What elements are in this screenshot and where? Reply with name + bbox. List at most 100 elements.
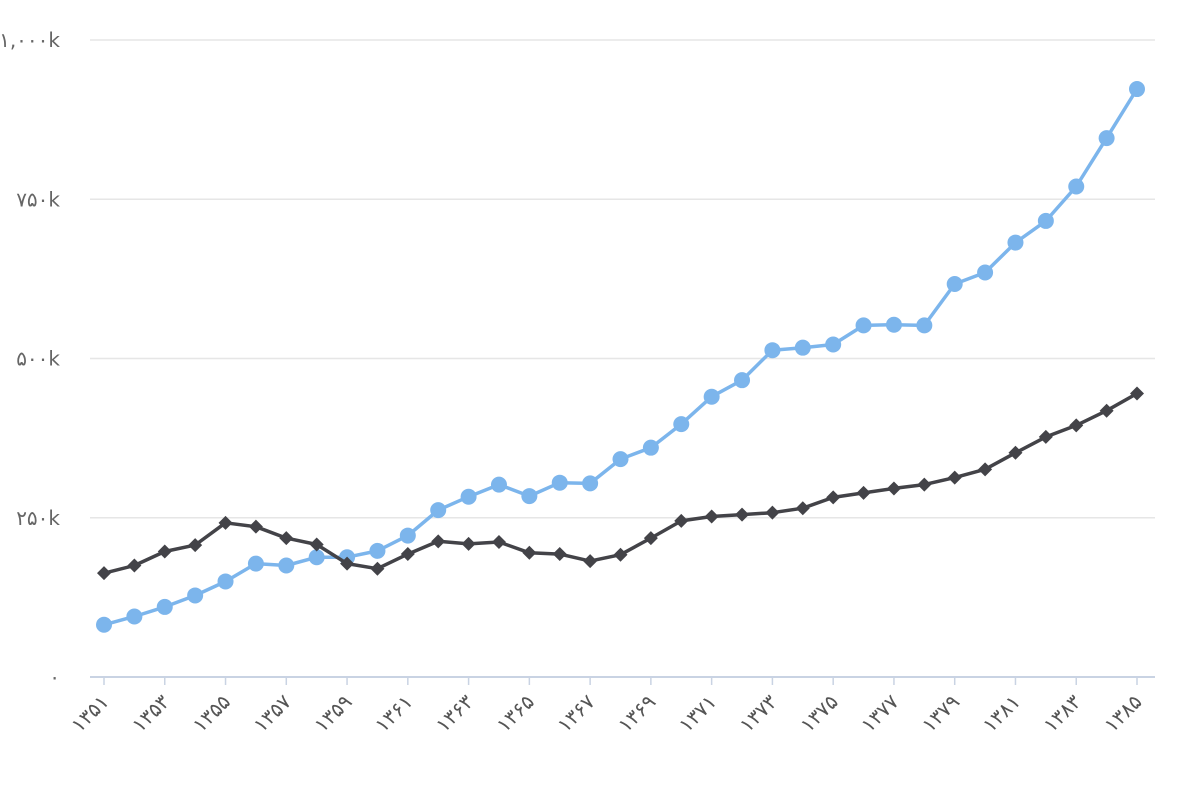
data-point[interactable]	[1130, 386, 1144, 401]
data-point[interactable]	[946, 275, 963, 292]
data-point[interactable]	[764, 342, 781, 359]
x-tick-label: ۱۳۶۷	[552, 689, 600, 737]
y-tick-label: ۱,۰۰۰k	[0, 28, 60, 52]
data-point[interactable]	[369, 542, 386, 559]
data-point[interactable]	[612, 451, 629, 468]
data-point[interactable]	[916, 317, 933, 334]
x-tick-label: ۱۳۵۹	[309, 690, 356, 737]
data-point[interactable]	[552, 547, 567, 562]
data-point[interactable]	[1007, 234, 1024, 251]
data-point[interactable]	[96, 616, 112, 633]
data-point[interactable]	[309, 537, 324, 552]
data-point[interactable]	[947, 470, 962, 485]
data-point[interactable]	[308, 549, 325, 566]
data-point[interactable]	[704, 509, 719, 524]
x-tick-label: ۱۳۷۹	[917, 690, 964, 737]
x-axis: ۱۳۵۱ ۱۳۵۳ ۱۳۵۵ ۱۳۵۷ ۱۳۵۹ ۱۳۶۱ ۱۳۶۳ ۱۳۶۵ ۱۳۶۷ ۱۳۶۹…	[66, 676, 1155, 737]
data-point[interactable]	[856, 485, 871, 500]
x-tick-label: ۱۳۵۵	[188, 690, 235, 737]
data-point[interactable]	[126, 608, 143, 625]
data-point[interactable]	[217, 573, 234, 590]
x-tick-label: ۱۳۷۷	[856, 689, 904, 737]
series-2	[97, 386, 1144, 581]
x-tick-label: ۱۳۵۷	[248, 689, 296, 737]
data-point[interactable]	[1008, 445, 1023, 460]
data-point[interactable]	[461, 536, 476, 551]
data-point[interactable]	[703, 388, 720, 405]
data-point[interactable]	[1099, 403, 1114, 418]
x-tick-label: ۱۳۶۱	[370, 690, 417, 737]
x-tick-label: ۱۳۷۱	[674, 690, 721, 737]
data-point[interactable]	[794, 339, 811, 356]
y-tick-label: ۲۵۰k	[16, 506, 60, 530]
data-point[interactable]	[521, 488, 538, 505]
data-point[interactable]	[248, 519, 263, 534]
y-tick-label: ۷۵۰k	[16, 187, 60, 211]
data-point[interactable]	[97, 566, 111, 581]
data-point[interactable]	[1037, 212, 1054, 229]
data-point[interactable]	[977, 264, 994, 281]
x-tick-label: ۱۳۵۳	[127, 689, 175, 737]
series-line	[103, 88, 1139, 627]
data-point[interactable]	[460, 488, 477, 505]
data-point[interactable]	[431, 534, 446, 549]
x-tick-label: ۱۳۸۳	[1038, 689, 1086, 737]
data-point[interactable]	[1038, 429, 1053, 444]
data-point[interactable]	[490, 476, 507, 493]
data-point[interactable]	[157, 544, 172, 559]
x-tick-label: ۱۳۷۳	[735, 689, 783, 737]
data-point[interactable]	[340, 556, 355, 571]
data-point[interactable]	[1129, 81, 1145, 98]
data-point[interactable]	[734, 372, 751, 389]
data-point[interactable]	[1069, 418, 1084, 433]
series-line	[103, 391, 1138, 575]
y-tick-label: ۵۰۰k	[16, 347, 60, 371]
data-point[interactable]	[825, 336, 842, 353]
data-point[interactable]	[673, 416, 690, 433]
data-point[interactable]	[886, 481, 901, 496]
data-point[interactable]	[643, 531, 658, 546]
data-point[interactable]	[187, 587, 204, 604]
data-point[interactable]	[278, 557, 295, 574]
x-tick-label: ۱۳۸۱	[978, 690, 1025, 737]
data-point[interactable]	[247, 555, 264, 572]
data-point[interactable]	[370, 561, 385, 576]
x-tick-label: ۱۳۸۵	[1099, 690, 1146, 737]
data-point[interactable]	[826, 490, 841, 505]
data-point[interactable]	[674, 513, 689, 528]
series-layer	[96, 81, 1145, 633]
data-point[interactable]	[795, 501, 810, 516]
y-axis-labels: ۰ ۲۵۰k ۵۰۰k ۷۵۰k ۱,۰۰۰k	[0, 28, 60, 689]
data-point[interactable]	[978, 462, 993, 477]
data-point[interactable]	[400, 547, 415, 562]
data-point[interactable]	[642, 439, 659, 456]
gridlines	[90, 39, 1155, 519]
data-point[interactable]	[613, 547, 628, 562]
data-point[interactable]	[583, 554, 598, 569]
data-point[interactable]	[1068, 178, 1085, 195]
data-point[interactable]	[430, 502, 447, 519]
data-point[interactable]	[399, 527, 416, 544]
data-point[interactable]	[765, 505, 780, 520]
data-point[interactable]	[735, 507, 750, 522]
data-point[interactable]	[1098, 130, 1115, 147]
data-point[interactable]	[156, 598, 173, 615]
data-point[interactable]	[885, 316, 902, 333]
data-point[interactable]	[551, 474, 568, 491]
data-point[interactable]	[188, 538, 203, 553]
x-tick-label: ۱۳۵۱	[66, 690, 113, 737]
data-point[interactable]	[218, 515, 233, 530]
x-tick-label: ۱۳۶۹	[613, 690, 660, 737]
data-point[interactable]	[917, 477, 932, 492]
data-point[interactable]	[582, 475, 599, 492]
data-point[interactable]	[855, 317, 872, 334]
data-point[interactable]	[491, 534, 506, 549]
data-point[interactable]	[127, 558, 142, 573]
x-tick-label: ۱۳۷۵	[795, 690, 842, 737]
data-point[interactable]	[522, 545, 537, 560]
x-tick-label: ۱۳۶۳	[431, 689, 479, 737]
x-tick-label: ۱۳۶۵	[492, 690, 539, 737]
y-tick-label: ۰	[49, 665, 60, 689]
data-point[interactable]	[279, 531, 294, 546]
